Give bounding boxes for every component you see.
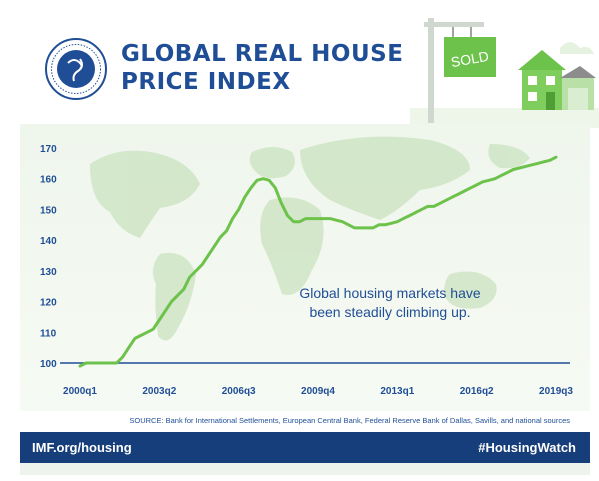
title-line-2: PRICE INDEX (121, 69, 291, 95)
bottom-strip (20, 463, 590, 475)
x-tick-label: 2000q1 (63, 386, 97, 397)
footer-hashtag[interactable]: #HousingWatch (478, 440, 576, 455)
footer-bar: IMF.org/housing #HousingWatch (20, 432, 590, 463)
y-tick-label: 130 (40, 267, 57, 278)
sold-house-illustration: SOLD (410, 18, 599, 128)
line-chart: 100 110 120 130 140 150 160 170 2000q1 2003q2 200… (40, 136, 573, 397)
page-title: GLOBAL REAL HOUSE PRICE INDEX (121, 40, 441, 96)
x-tick-label: 2013q1 (380, 386, 414, 397)
series-line (78, 155, 558, 368)
sold-sign-text: SOLD (450, 48, 490, 70)
source-note: SOURCE: Bank for International Settlemen… (20, 411, 590, 431)
world-map-background (90, 136, 530, 341)
annotation-line-1: Global housing markets have (299, 285, 481, 301)
y-tick-label: 120 (40, 298, 57, 309)
annotation-line-2: been steadily climbing up. (309, 304, 470, 320)
footer-link-housing[interactable]: IMF.org/housing (32, 440, 132, 455)
chart-panel: 100 110 120 130 140 150 160 170 2000q1 2003q2 200… (20, 124, 590, 411)
y-tick-label: 170 (40, 144, 57, 155)
y-tick-label: 160 (40, 175, 57, 186)
y-tick-label: 110 (40, 328, 57, 339)
x-tick-label: 2009q4 (301, 386, 335, 397)
x-tick-label: 2006q3 (222, 386, 256, 397)
x-tick-label: 2019q3 (539, 386, 573, 397)
y-tick-label: 150 (40, 205, 57, 216)
imf-logo (45, 38, 107, 100)
y-tick-label: 140 (40, 236, 57, 247)
x-tick-label: 2003q2 (142, 386, 176, 397)
title-line-1: GLOBAL REAL HOUSE (121, 41, 404, 67)
x-tick-label: 2016q2 (460, 386, 494, 397)
y-tick-label: 100 (40, 359, 57, 370)
